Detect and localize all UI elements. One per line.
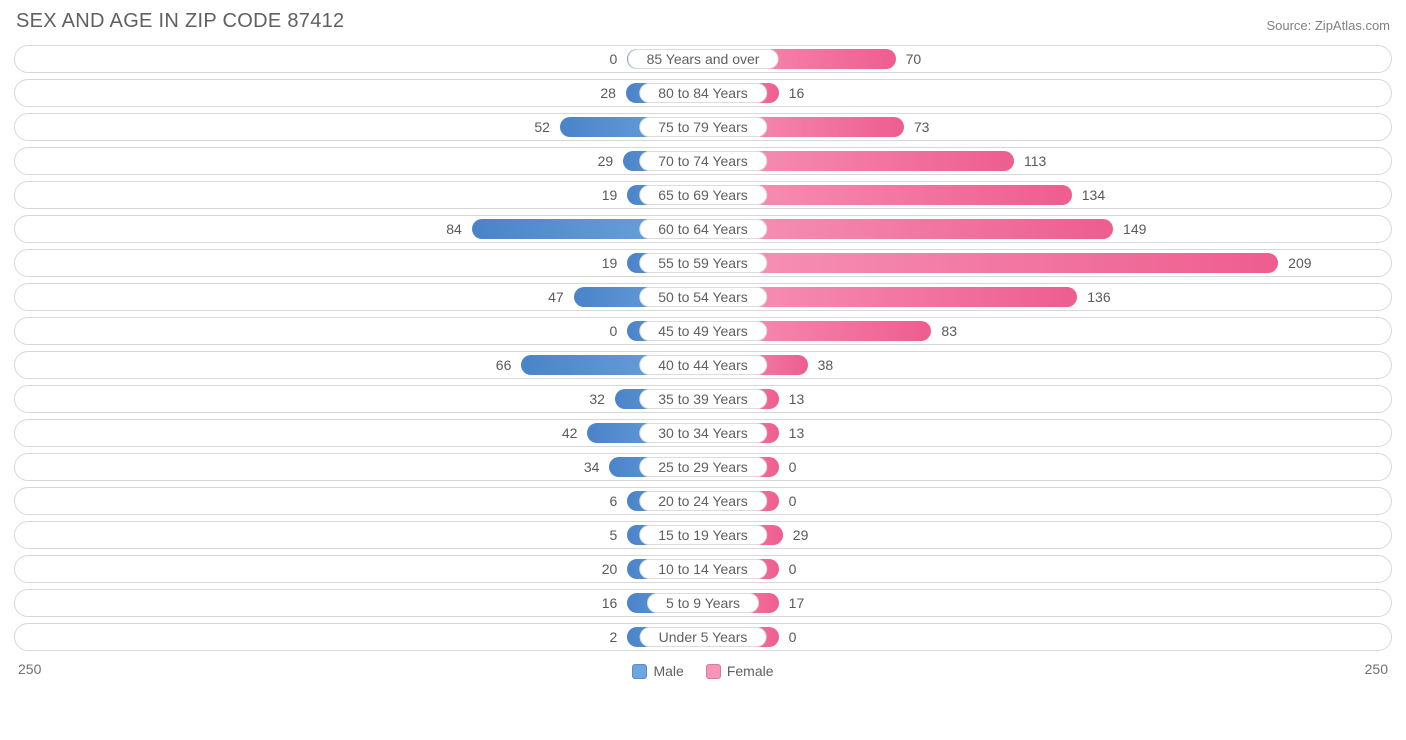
- age-group-label: 10 to 14 Years: [639, 559, 767, 579]
- chart-body: 07085 Years and over281680 to 84 Years52…: [14, 45, 1392, 651]
- age-group-label: 85 Years and over: [628, 49, 779, 69]
- pyramid-row: 6 0 20 to 24 Years: [14, 487, 1392, 515]
- legend-male-label: Male: [653, 663, 683, 679]
- age-group-label: 55 to 59 Years: [639, 253, 767, 273]
- male-value: 2: [610, 629, 628, 645]
- male-value: 6: [610, 493, 628, 509]
- male-value: 84: [446, 221, 472, 237]
- pyramid-row: 84 149 60 to 64 Years: [14, 215, 1392, 243]
- age-group-label: 30 to 34 Years: [639, 423, 767, 443]
- female-value: 16: [779, 85, 805, 101]
- male-swatch-icon: [632, 664, 647, 679]
- age-group-label: 15 to 19 Years: [639, 525, 767, 545]
- female-value: 134: [1072, 187, 1105, 203]
- pyramid-row: 29 113 70 to 74 Years: [14, 147, 1392, 175]
- pyramid-row: 32 13 35 to 39 Years: [14, 385, 1392, 413]
- male-value: 19: [602, 187, 628, 203]
- legend: Male Female: [632, 663, 773, 679]
- age-group-label: 45 to 49 Years: [639, 321, 767, 341]
- chart-title: SEX AND AGE IN ZIP CODE 87412: [16, 10, 344, 33]
- age-group-label: 70 to 74 Years: [639, 151, 767, 171]
- male-value: 52: [534, 119, 560, 135]
- male-value: 5: [610, 527, 628, 543]
- male-value: 29: [598, 153, 624, 169]
- male-value: 42: [562, 425, 588, 441]
- female-swatch-icon: [706, 664, 721, 679]
- pyramid-row: 2 0 Under 5 Years: [14, 623, 1392, 651]
- female-value: 0: [779, 561, 797, 577]
- female-value: 29: [783, 527, 809, 543]
- male-value: 28: [600, 85, 626, 101]
- pyramid-row: 28 16 80 to 84 Years: [14, 79, 1392, 107]
- chart-header: SEX AND AGE IN ZIP CODE 87412 Source: Zi…: [14, 10, 1392, 33]
- age-group-label: 50 to 54 Years: [639, 287, 767, 307]
- age-group-label: 5 to 9 Years: [647, 593, 759, 613]
- female-value: 13: [779, 391, 805, 407]
- male-value: 0: [610, 323, 628, 339]
- pyramid-row: 52 73 75 to 79 Years: [14, 113, 1392, 141]
- male-value: 20: [602, 561, 628, 577]
- pyramid-row: 47 136 50 to 54 Years: [14, 283, 1392, 311]
- male-value: 47: [548, 289, 574, 305]
- age-group-label: Under 5 Years: [640, 627, 767, 647]
- female-value: 0: [779, 493, 797, 509]
- pyramid-row: 19 134 65 to 69 Years: [14, 181, 1392, 209]
- pyramid-row: 20 0 10 to 14 Years: [14, 555, 1392, 583]
- male-value: 19: [602, 255, 628, 271]
- legend-female-label: Female: [727, 663, 774, 679]
- female-value: 13: [779, 425, 805, 441]
- axis-right-max: 250: [1365, 661, 1388, 679]
- age-group-label: 75 to 79 Years: [639, 117, 767, 137]
- female-bar: [703, 253, 1278, 273]
- female-value: 38: [808, 357, 834, 373]
- female-value: 17: [779, 595, 805, 611]
- female-value: 136: [1077, 289, 1110, 305]
- age-group-label: 60 to 64 Years: [639, 219, 767, 239]
- pyramid-row: 5 29 15 to 19 Years: [14, 521, 1392, 549]
- legend-female: Female: [706, 663, 774, 679]
- male-value: 0: [610, 51, 628, 67]
- female-value: 83: [931, 323, 957, 339]
- female-value: 113: [1014, 153, 1046, 169]
- age-group-label: 25 to 29 Years: [639, 457, 767, 477]
- chart-source: Source: ZipAtlas.com: [1266, 18, 1390, 33]
- age-group-label: 20 to 24 Years: [639, 491, 767, 511]
- male-value: 66: [496, 357, 522, 373]
- age-group-label: 40 to 44 Years: [639, 355, 767, 375]
- pyramid-row: 0 83 45 to 49 Years: [14, 317, 1392, 345]
- age-group-label: 80 to 84 Years: [639, 83, 767, 103]
- pyramid-row: 66 38 40 to 44 Years: [14, 351, 1392, 379]
- male-value: 32: [589, 391, 615, 407]
- pyramid-row: 34 0 25 to 29 Years: [14, 453, 1392, 481]
- female-value: 0: [779, 629, 797, 645]
- pyramid-row: 42 13 30 to 34 Years: [14, 419, 1392, 447]
- axis-row: 250 Male Female 250: [14, 657, 1392, 679]
- age-group-label: 65 to 69 Years: [639, 185, 767, 205]
- female-value: 70: [896, 51, 922, 67]
- female-value: 73: [904, 119, 930, 135]
- legend-male: Male: [632, 663, 683, 679]
- age-group-label: 35 to 39 Years: [639, 389, 767, 409]
- pyramid-row: 16 17 5 to 9 Years: [14, 589, 1392, 617]
- female-value: 209: [1278, 255, 1311, 271]
- axis-left-max: 250: [18, 661, 41, 679]
- male-value: 16: [602, 595, 628, 611]
- male-value: 34: [584, 459, 610, 475]
- pyramid-row: 19 209 55 to 59 Years: [14, 249, 1392, 277]
- female-value: 149: [1113, 221, 1146, 237]
- female-value: 0: [779, 459, 797, 475]
- pyramid-row: 0 70 85 Years and over: [14, 45, 1392, 73]
